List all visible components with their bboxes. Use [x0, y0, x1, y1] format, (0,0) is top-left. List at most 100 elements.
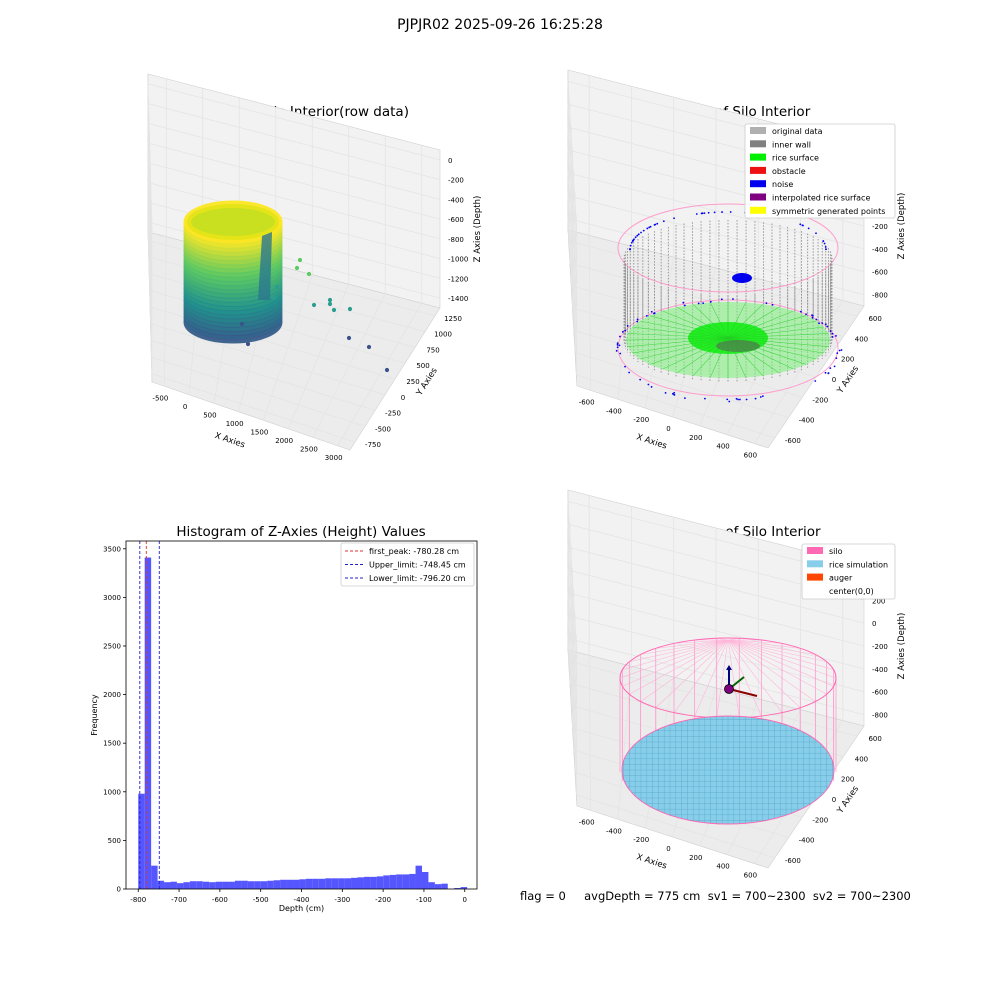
legend-swatch [750, 193, 766, 201]
noise-point [802, 224, 804, 227]
silo-roof-line [727, 639, 827, 663]
rice-surface-ray [727, 310, 794, 339]
noise-point [829, 330, 832, 333]
x-tick-label: -800 [130, 896, 146, 904]
legend-swatch [807, 586, 823, 594]
y-tick-label: 600 [868, 735, 881, 743]
noise-point [621, 330, 624, 333]
z-tick-label: -600 [448, 216, 464, 224]
y-tick-label: 0 [832, 376, 836, 384]
z-tick-label: 200 [872, 597, 885, 605]
interpolated-surface [716, 340, 760, 352]
rice-surface-ray [662, 310, 729, 339]
noise-point [739, 398, 741, 401]
z-tick-label: -200 [872, 223, 888, 231]
legend-label: obstacle [772, 167, 806, 176]
noise-point [629, 244, 632, 247]
noise-point [624, 365, 626, 368]
rice-surface-ray [625, 337, 729, 341]
silo-roof-line [727, 639, 816, 702]
noise-point [799, 223, 802, 226]
noise-point [835, 357, 838, 360]
legend: first_peak: -780.28 cm Upper_limit: -748.… [340, 542, 475, 587]
raw-points-obstacle [258, 232, 272, 300]
noise-point [815, 232, 817, 235]
grid-line [151, 356, 366, 427]
histogram-bar [415, 865, 422, 889]
x-tick-label: -300 [334, 896, 350, 904]
noise-point [818, 322, 820, 325]
silo-roof-line [640, 639, 729, 702]
z-axis-label: Z Axies (Depth) [897, 613, 907, 680]
noise-point [833, 365, 836, 368]
noise-point [805, 313, 807, 316]
histogram-bar [215, 881, 223, 889]
silo-roof-line [727, 639, 834, 670]
noise-point [831, 332, 834, 335]
x-tick-label: 400 [716, 443, 729, 451]
x-tick-label: -200 [375, 896, 391, 904]
histogram-bar [318, 878, 326, 889]
noise-point [684, 397, 686, 400]
histogram-bar [428, 882, 435, 889]
silo-roof-line [727, 639, 762, 717]
grid-line [576, 794, 775, 859]
noise-point [673, 391, 676, 394]
noise-point [721, 211, 723, 213]
legend: silo rice simulation auger center(0,0) [801, 543, 896, 600]
raw-outlier-point [274, 284, 280, 290]
legend-label: center(0,0) [829, 587, 874, 596]
histogram-bar [293, 879, 300, 889]
noise-point [838, 349, 841, 352]
noise-point [616, 346, 619, 349]
histogram-bar [299, 879, 306, 889]
noise-point [811, 314, 813, 317]
histogram-bar [409, 873, 416, 889]
histogram-bar [434, 884, 442, 889]
legend-label: Lower_limit: -796.20 cm [369, 574, 466, 583]
noise-point [647, 383, 650, 386]
z-axis-label: Z Axies (Depth) [897, 193, 907, 260]
histogram-bar [286, 879, 294, 889]
noise-point [732, 298, 734, 300]
y-tick-label: 1250 [444, 315, 462, 323]
noise-point [654, 223, 657, 226]
x-tick-label: -700 [171, 896, 187, 904]
raw-outlier-point [297, 257, 303, 263]
center-marker [724, 684, 734, 694]
noise-point [634, 236, 637, 239]
x-tick-label: -500 [253, 896, 269, 904]
y-tick-label: 500 [416, 362, 429, 370]
grid-line [567, 172, 865, 329]
noise-point [695, 213, 698, 215]
noise-point [662, 220, 665, 223]
x-tick-label: -400 [606, 407, 622, 415]
histogram-bar [254, 881, 261, 889]
y-tick-label: -400 [799, 417, 815, 425]
raw-outlier-point [327, 297, 333, 303]
grid-line [567, 218, 865, 375]
histogram-bar [267, 880, 274, 889]
silo-roof-line [622, 639, 729, 670]
x-tick-label: 0 [666, 845, 670, 853]
noise-point [827, 372, 830, 375]
x-tick-label: -600 [579, 398, 595, 406]
center-axis-z-head [726, 665, 732, 670]
noise-point [636, 318, 639, 321]
histogram-bar [421, 871, 429, 889]
legend-swatch [750, 180, 766, 188]
noise-point [835, 335, 837, 337]
noise-point [673, 217, 675, 220]
noise-point [673, 393, 676, 396]
noise-point [702, 302, 705, 304]
histogram-bar [222, 881, 229, 889]
legend-label: interpolated rice surface [772, 194, 870, 203]
grid-line [576, 374, 775, 439]
legend-label: first_peak: -780.28 cm [369, 547, 459, 556]
histogram-bar [164, 882, 171, 889]
noise-point [645, 314, 648, 317]
raw-outlier-point [331, 307, 337, 313]
noise-point [636, 234, 639, 237]
legend-label: original data [772, 127, 823, 136]
rice-surface-ray [627, 337, 729, 347]
